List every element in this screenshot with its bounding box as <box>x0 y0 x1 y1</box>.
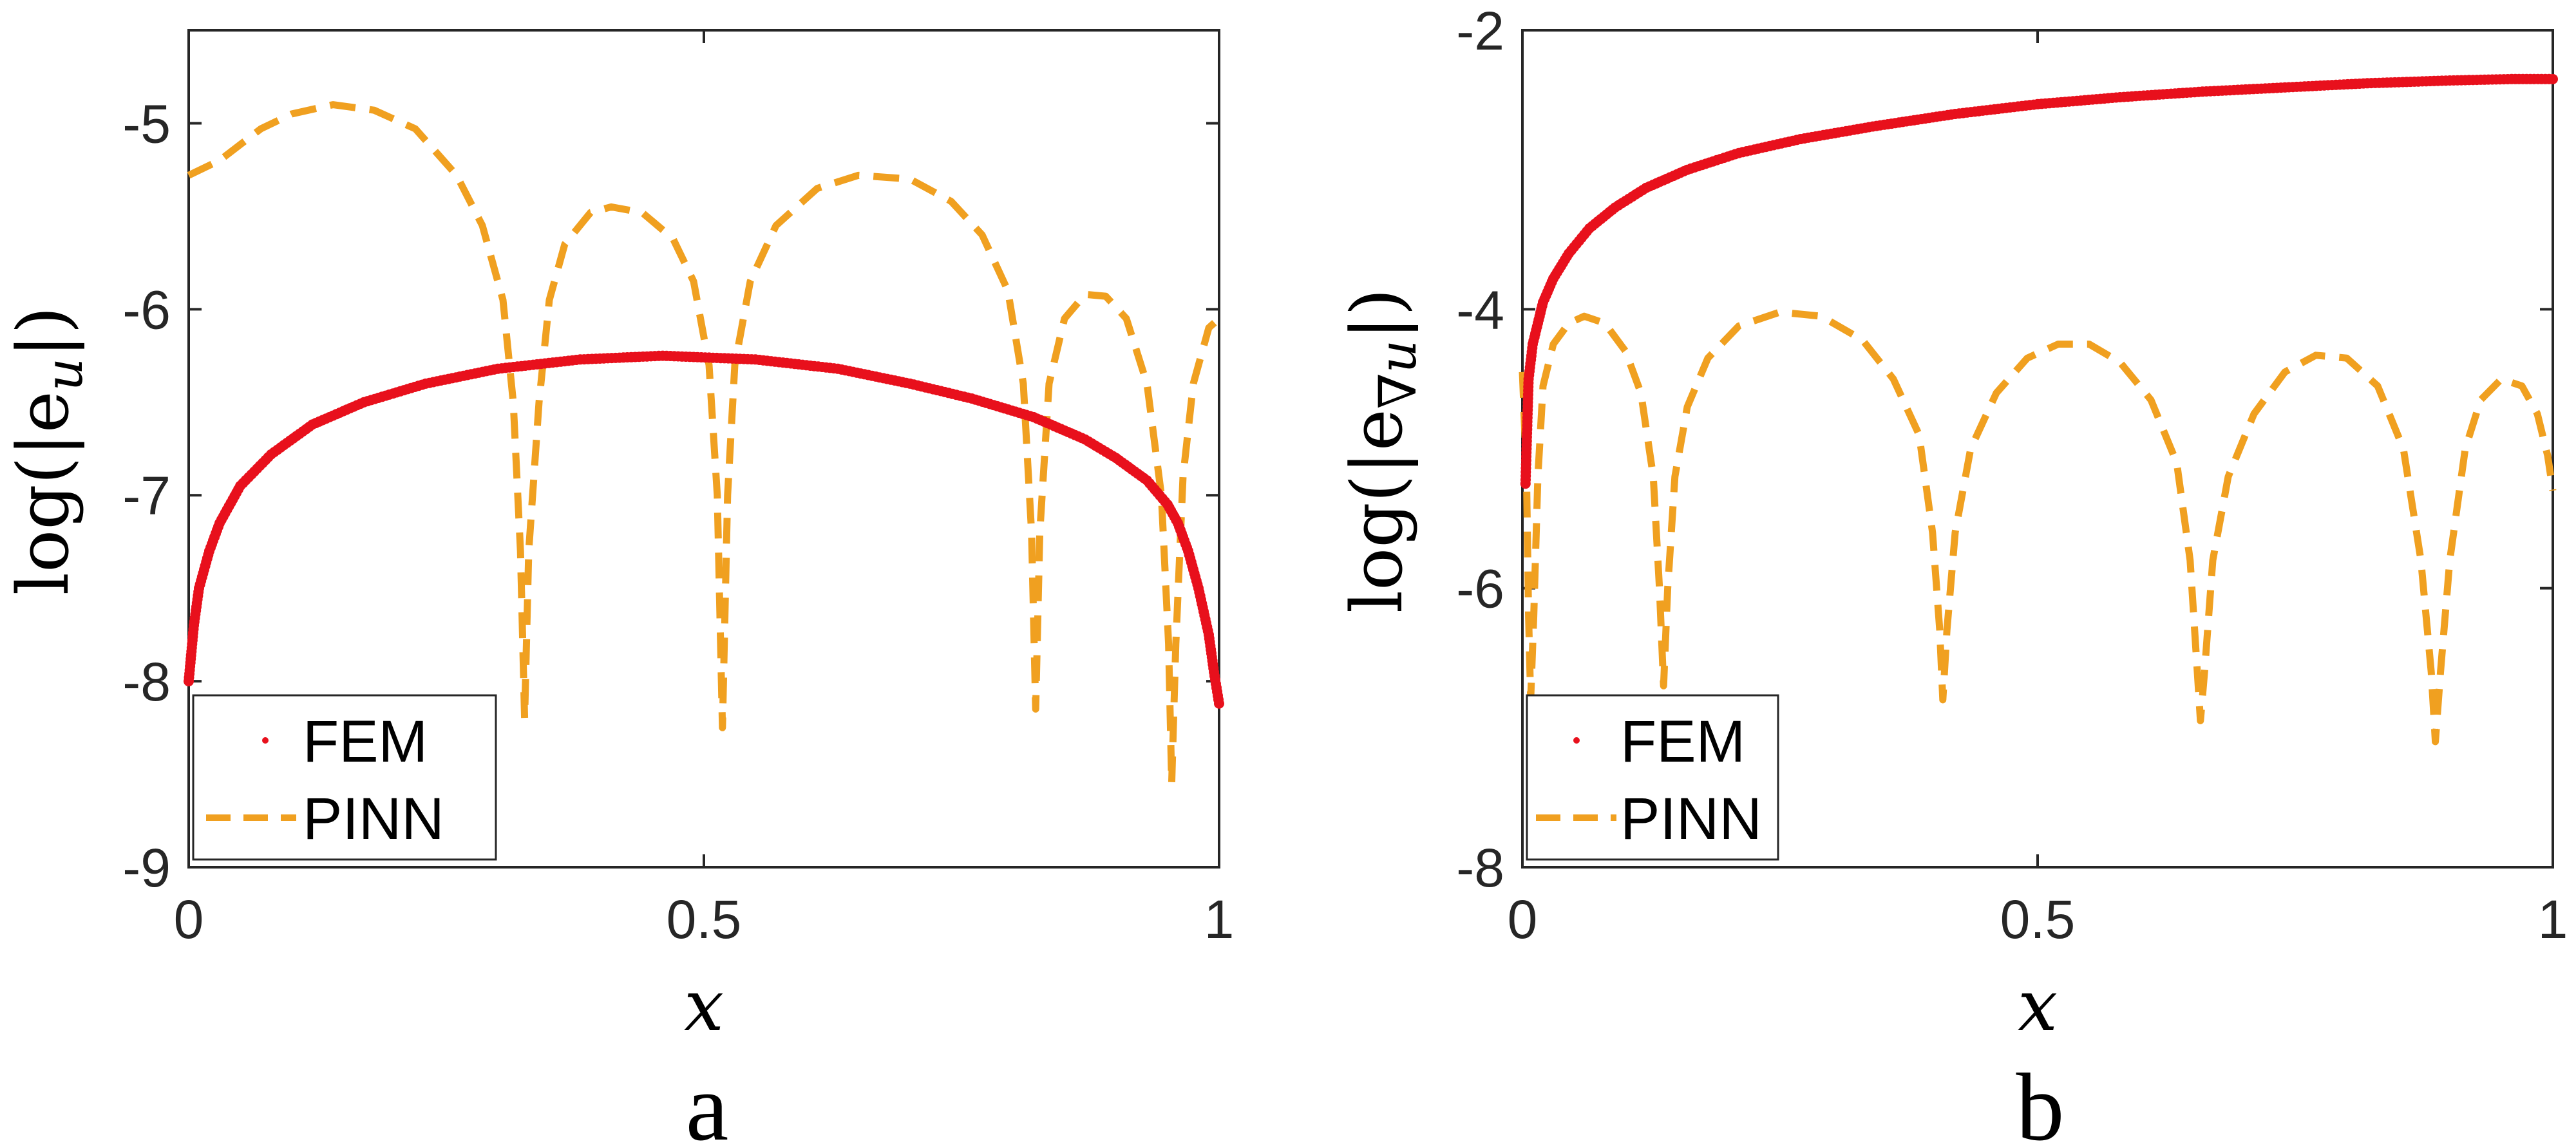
x-tick-label: 0 <box>1508 889 1538 950</box>
y-tick-label: -8 <box>1456 838 1504 898</box>
y-ticks-a: -5 -6 -7 -8 -9 <box>122 93 1219 898</box>
fem-point <box>1214 698 1224 709</box>
x-tick-label: 0.5 <box>667 889 742 950</box>
legend-pinn-label-a: PINN <box>303 786 444 852</box>
y-tick-label: -4 <box>1456 279 1504 340</box>
legend-b: FEM PINN <box>1526 694 1779 861</box>
series-fem-dots <box>1520 73 2558 489</box>
chart-panel-b: -2-4-6-8 0 0.5 1 FEM PINN log(|e∇u|) x b <box>1336 1 2568 1146</box>
x-tick-label: 0.5 <box>2000 889 2076 950</box>
chart-panel-a: -5-6-7-8-9 0 0.5 1 FEM PINN log(|eu|) x a <box>2 29 1235 1146</box>
legend-fem-label-a: FEM <box>303 709 428 775</box>
y-tick-label: -6 <box>122 279 171 340</box>
x-ticks-b: 0 0.5 1 <box>1508 30 2568 950</box>
series-layer-a <box>184 101 1224 787</box>
x-axis-label-b: x <box>2018 964 2058 1047</box>
legend-fem-marker-a <box>262 737 269 744</box>
fem-point <box>2548 73 2558 84</box>
y-axis-label-b: log(|e∇u|) <box>1336 288 1428 613</box>
y-tick-label: -5 <box>122 93 171 154</box>
legend-box-b <box>1526 694 1779 861</box>
legend-pinn-label-b: PINN <box>1620 786 1762 852</box>
x-tick-label: 1 <box>1204 889 1235 950</box>
y-tick-label: -6 <box>1456 559 1504 619</box>
y-axis-label-a: log(|eu|) <box>2 306 94 595</box>
panel-label-b: b <box>2016 1054 2065 1146</box>
legend-a: FEM PINN <box>192 694 497 861</box>
legend-fem-marker-b <box>1573 737 1580 744</box>
panel-label-a: a <box>686 1054 729 1146</box>
series-pinn-line <box>187 101 1222 787</box>
series-pinn-line <box>1519 308 2557 746</box>
y-tick-label: -8 <box>122 652 171 712</box>
legend-fem-label-b: FEM <box>1620 709 1745 775</box>
x-ticks-a: 0 0.5 1 <box>174 30 1235 950</box>
x-tick-label: 0 <box>174 889 204 950</box>
x-axis-label-a: x <box>684 964 724 1047</box>
y-tick-label: -7 <box>122 465 171 526</box>
y-tick-label: -2 <box>1456 1 1504 61</box>
y-tick-label: -9 <box>122 838 171 898</box>
legend-box-a <box>192 694 497 861</box>
series-fem-dots <box>184 350 1224 709</box>
x-tick-label: 1 <box>2538 889 2568 950</box>
series-layer-b <box>1519 73 2558 746</box>
y-ticks-b: -2 -4 -6 -8 <box>1456 1 2553 898</box>
